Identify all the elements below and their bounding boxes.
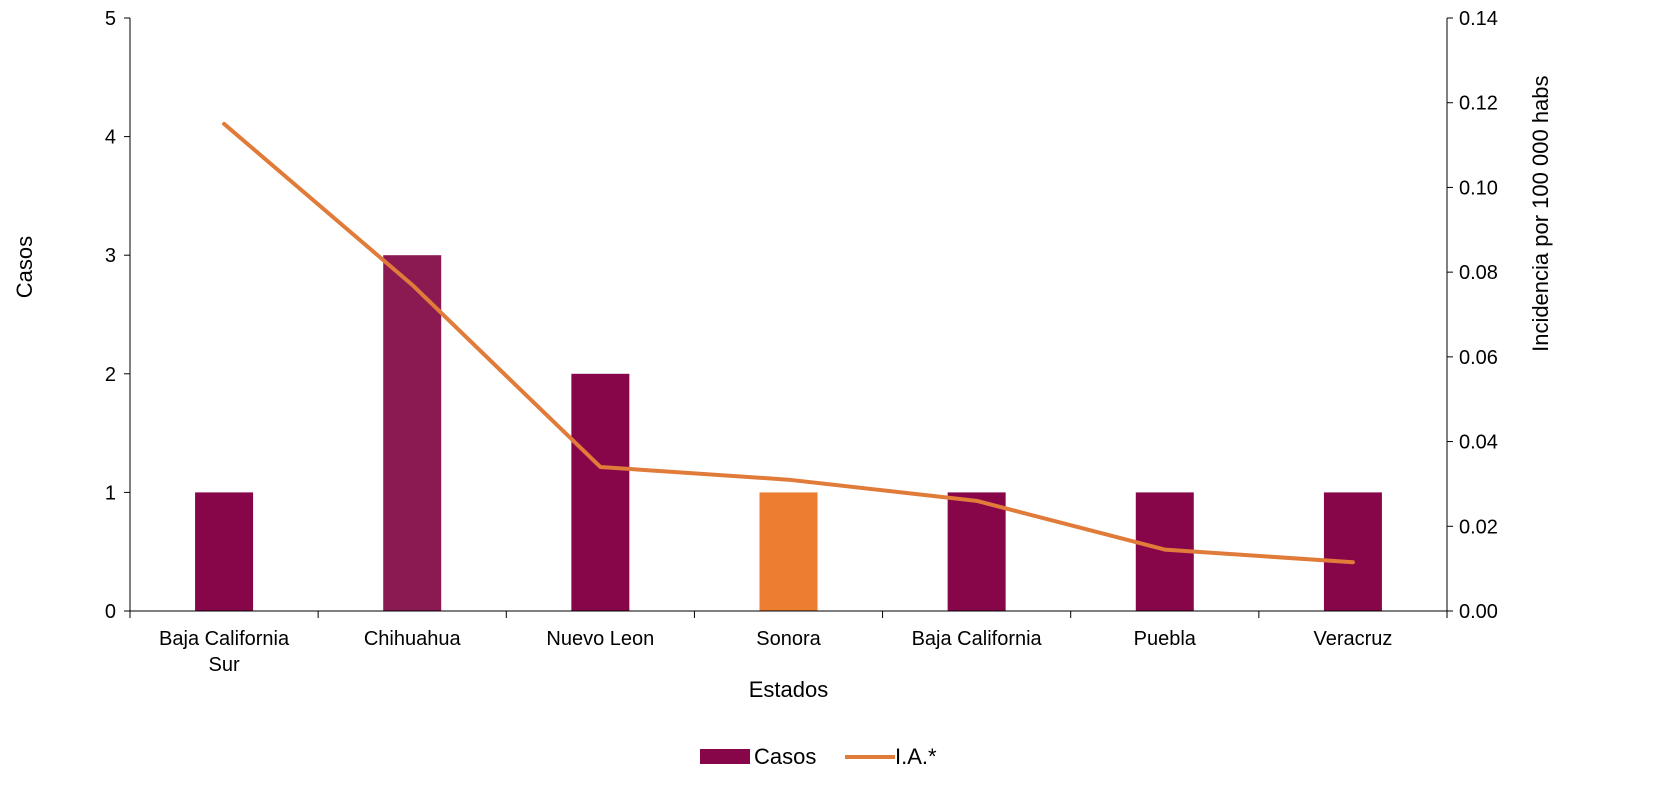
bar-casos-4: [947, 492, 1006, 611]
y-tick-label: 1: [105, 482, 116, 504]
x-tick-label: Chihuahua: [364, 628, 462, 650]
legend-swatch-casos: [700, 749, 750, 764]
bar-casos-3: [759, 492, 818, 611]
y2-axis-title: Incidencia por 100 000 habs: [1528, 75, 1553, 351]
y2-tick-label: 0.10: [1459, 177, 1498, 199]
legend-label-casos: Casos: [754, 744, 816, 769]
x-tick-label: Baja California: [912, 628, 1043, 650]
plot-area: 0 1 2 3 4 5 0.00 0.02 0.04 0.06 0.08 0.10 0.12 0.14 Ba…: [105, 8, 1498, 676]
legend: Casos I.A.*: [700, 744, 937, 769]
y-tick-label: 4: [105, 127, 116, 149]
y2-tick-label: 0.06: [1459, 347, 1498, 369]
bar-casos-1: [383, 255, 442, 611]
y2-tick-label: 0.08: [1459, 262, 1498, 284]
y-tick-label: 3: [105, 245, 116, 267]
y-axis-title: Casos: [12, 236, 37, 298]
y2-tick-label: 0.02: [1459, 516, 1498, 538]
bar-casos-0: [195, 492, 254, 611]
y2-tick-label: 0.00: [1459, 601, 1498, 623]
x-axis-title: Estados: [749, 677, 829, 702]
y-tick-label: 0: [105, 601, 116, 623]
x-tick-label: Sonora: [756, 628, 821, 650]
x-tick-label: Veracruz: [1313, 628, 1392, 650]
x-tick-label: Baja California Sur: [159, 628, 290, 676]
y2-tick-label: 0.12: [1459, 93, 1498, 115]
x-tick-label: Puebla: [1134, 628, 1197, 650]
line-ia: [222, 121, 1355, 565]
bar-casos-2: [571, 373, 630, 611]
x-tick-label: Nuevo Leon: [546, 628, 654, 650]
legend-label-ia: I.A.*: [895, 744, 937, 769]
y2-tick-label: 0.14: [1459, 8, 1498, 30]
bar-casos-6: [1323, 492, 1382, 611]
y2-tick-label: 0.04: [1459, 432, 1498, 454]
y-tick-label: 5: [105, 8, 116, 30]
y-tick-label: 2: [105, 364, 116, 386]
